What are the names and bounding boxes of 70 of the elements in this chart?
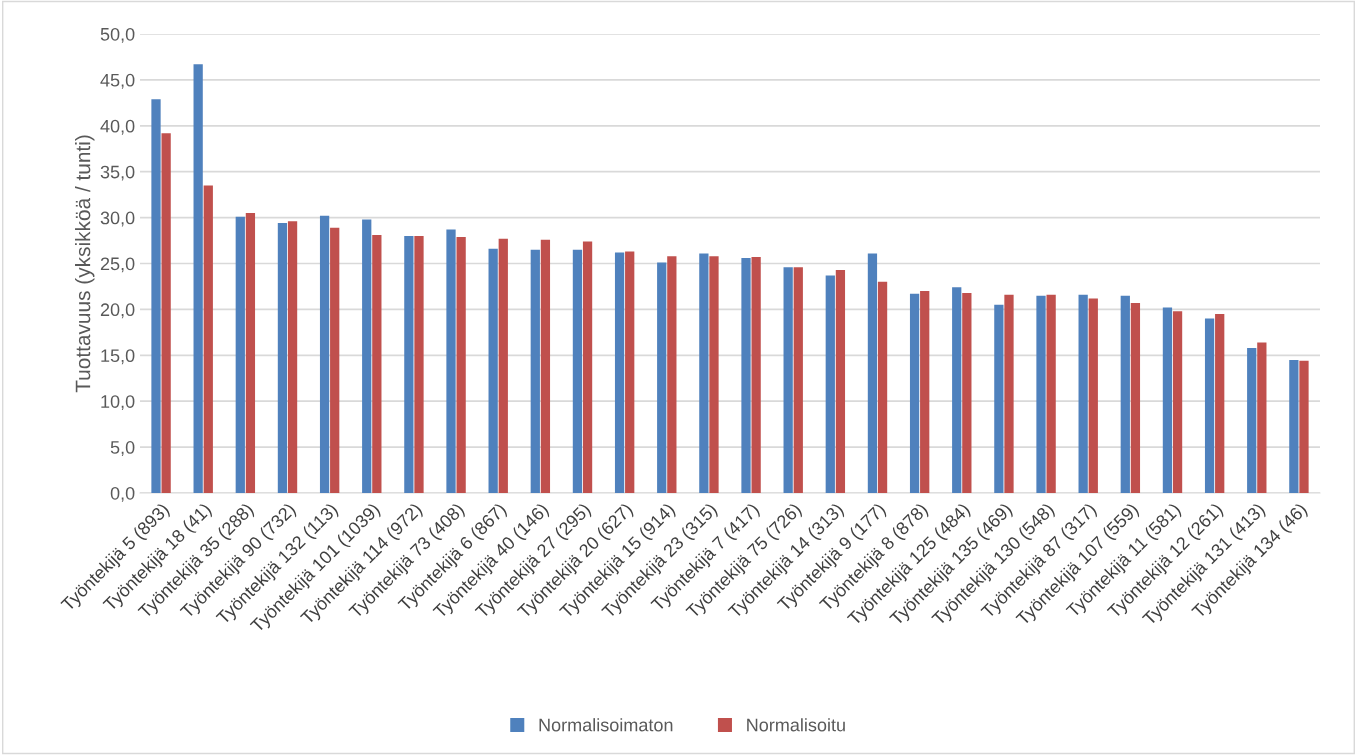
y-tick-label: 25,0 (100, 257, 135, 273)
bar (867, 253, 878, 493)
bar (414, 235, 424, 493)
bar (952, 287, 962, 493)
bar (330, 227, 340, 493)
bar (287, 221, 298, 493)
bar (404, 235, 414, 493)
bar (1088, 298, 1098, 493)
bar (151, 99, 161, 493)
bar (203, 185, 213, 493)
bar (667, 256, 677, 493)
bar (909, 293, 920, 493)
bar (783, 267, 793, 493)
bar (793, 267, 803, 493)
y-axis-title: Tuottavuus (yksikköä / tunti) (75, 135, 95, 393)
y-tick-label: 35,0 (100, 165, 135, 181)
y-tick-label: 5,0 (110, 441, 135, 456)
bar (1046, 294, 1056, 493)
bar (1120, 295, 1130, 493)
bar (488, 248, 498, 493)
bar (1247, 347, 1257, 493)
bar (1299, 360, 1309, 493)
bar (193, 64, 203, 493)
bar (625, 251, 635, 493)
bar (1172, 311, 1183, 493)
bar (709, 256, 719, 493)
y-tick-label: 10,0 (101, 395, 135, 411)
bar (362, 219, 372, 493)
legend-label: Normalisoimaton (539, 718, 673, 732)
y-tick-label: 0,0 (110, 486, 135, 502)
bar (582, 241, 593, 493)
bar (1078, 294, 1088, 493)
y-tick-label: 15,0 (101, 349, 135, 365)
bar (699, 253, 709, 493)
bar (994, 304, 1004, 493)
bar (1036, 295, 1046, 493)
bar (161, 133, 171, 493)
bar (1204, 318, 1215, 493)
bar (1289, 359, 1299, 493)
bar (877, 281, 888, 493)
bar (277, 223, 288, 493)
bar (962, 292, 972, 493)
bar (1004, 294, 1014, 493)
bar (751, 257, 761, 493)
y-tick-label: 20,0 (100, 303, 135, 319)
bar (1130, 302, 1141, 493)
bar (1162, 307, 1173, 493)
bar (446, 229, 456, 493)
y-tick-label: 50,0 (100, 27, 135, 43)
bar (825, 275, 835, 493)
bar (741, 257, 751, 493)
bar (319, 215, 330, 493)
legend-label: Normalisoitu (747, 718, 845, 732)
bar (572, 249, 583, 493)
bar (456, 236, 466, 493)
bar (498, 238, 508, 493)
y-tick-label: 45,0 (100, 73, 135, 89)
bar (235, 216, 245, 493)
y-tick-label: 40,0 (100, 119, 135, 135)
bar (614, 252, 625, 493)
bar (245, 213, 256, 493)
bar (372, 235, 382, 493)
bar (920, 291, 930, 493)
bar (835, 269, 846, 493)
bar (657, 262, 667, 493)
bar (1215, 313, 1225, 493)
y-tick-label: 30,0 (100, 211, 135, 227)
bar (1257, 342, 1267, 493)
bar (530, 249, 540, 493)
bar (540, 239, 551, 493)
